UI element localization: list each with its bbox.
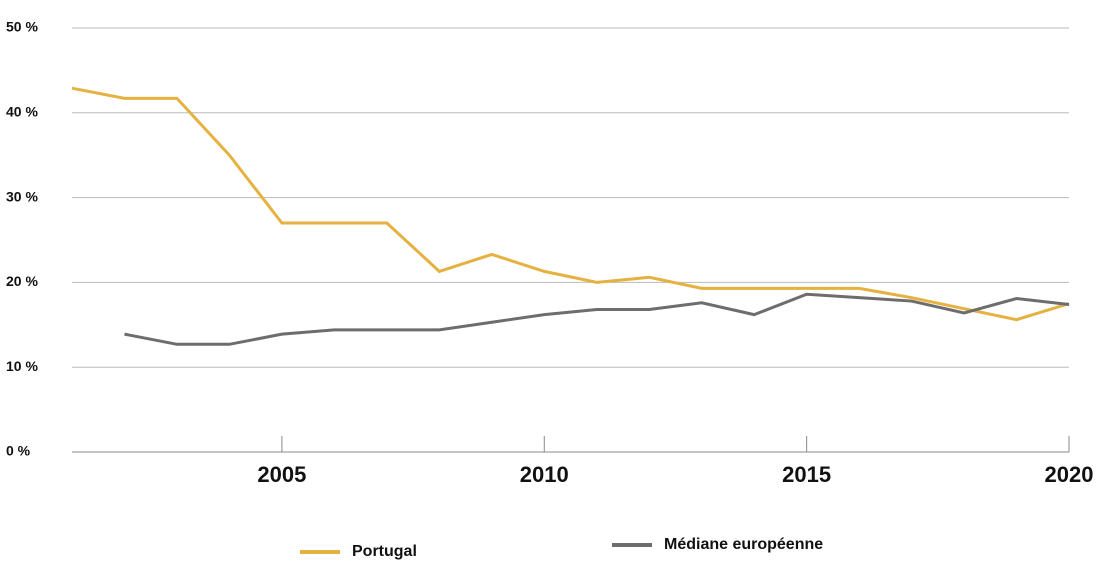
y-tick-label: 30 % bbox=[6, 188, 38, 204]
legend-label: Médiane européenne bbox=[664, 536, 823, 553]
x-tick-label: 2005 bbox=[257, 462, 306, 487]
y-tick-label: 20 % bbox=[6, 273, 38, 289]
series-line bbox=[124, 292, 1070, 346]
x-tick-label: 2010 bbox=[520, 462, 569, 487]
y-tick-label: 10 % bbox=[6, 358, 38, 374]
x-tick-label: 2015 bbox=[782, 462, 831, 487]
legend-label: Portugal bbox=[352, 543, 417, 560]
series-line bbox=[71, 86, 1070, 322]
y-tick-label: 40 % bbox=[6, 104, 38, 120]
y-tick-label: 50 % bbox=[6, 19, 38, 35]
y-tick-label: 0 % bbox=[6, 443, 31, 459]
x-tick-label: 2020 bbox=[1045, 462, 1094, 487]
